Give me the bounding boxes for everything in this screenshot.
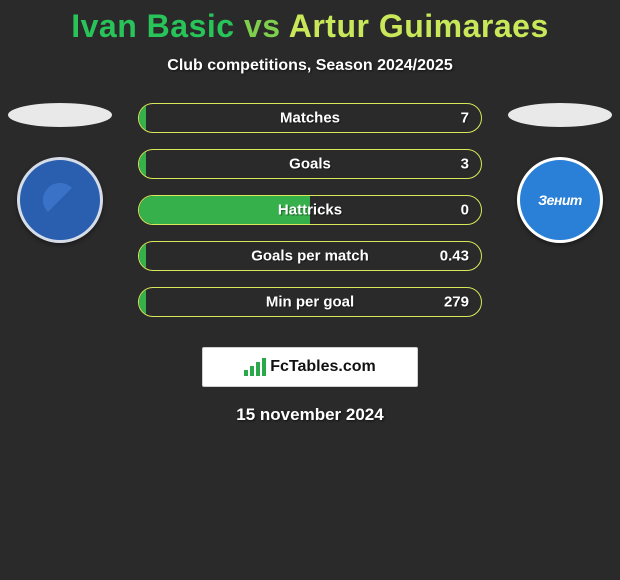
stat-row: Goals per match 0.43 [138, 241, 482, 271]
player2-club-badge-icon: Зенит [517, 157, 603, 243]
stat-fill-left [139, 150, 146, 178]
player1-name: Ivan Basic [71, 8, 234, 44]
stat-label: Min per goal [266, 294, 354, 311]
stat-label: Goals per match [251, 248, 369, 265]
zenit-badge-text: Зенит [538, 192, 582, 208]
stat-value-right: 0.43 [440, 248, 469, 265]
stat-fill-left [139, 104, 146, 132]
player1-club-badge-icon [17, 157, 103, 243]
subtitle: Club competitions, Season 2024/2025 [0, 57, 620, 75]
player2-name: Artur Guimaraes [289, 8, 549, 44]
stats-panel: Matches 7 Goals 3 Hattricks 0 Goals per match 0… [138, 103, 482, 333]
player2-column: Зенит [500, 103, 620, 243]
player1-column [0, 103, 120, 243]
source-brand-text: FcTables.com [270, 358, 376, 376]
comparison-title: Ivan Basic vs Artur Guimaraes [0, 8, 620, 45]
stat-label: Matches [280, 110, 340, 127]
stat-row: Goals 3 [138, 149, 482, 179]
stat-row: Min per goal 279 [138, 287, 482, 317]
stat-label: Goals [289, 156, 331, 173]
chart-icon [244, 358, 266, 376]
date-line: 15 november 2024 [0, 405, 620, 425]
comparison-body: Matches 7 Goals 3 Hattricks 0 Goals per match 0… [0, 103, 620, 333]
stat-row: Hattricks 0 [138, 195, 482, 225]
vs-separator: vs [244, 8, 281, 44]
stat-value-right: 0 [461, 202, 469, 219]
stat-value-right: 7 [461, 110, 469, 127]
stat-row: Matches 7 [138, 103, 482, 133]
player1-photo-placeholder [8, 103, 112, 127]
stat-fill-left [139, 288, 146, 316]
stat-label: Hattricks [278, 202, 342, 219]
stat-value-right: 279 [444, 294, 469, 311]
stat-fill-left [139, 242, 146, 270]
stat-value-right: 3 [461, 156, 469, 173]
source-badge: FcTables.com [202, 347, 418, 387]
player2-photo-placeholder [508, 103, 612, 127]
